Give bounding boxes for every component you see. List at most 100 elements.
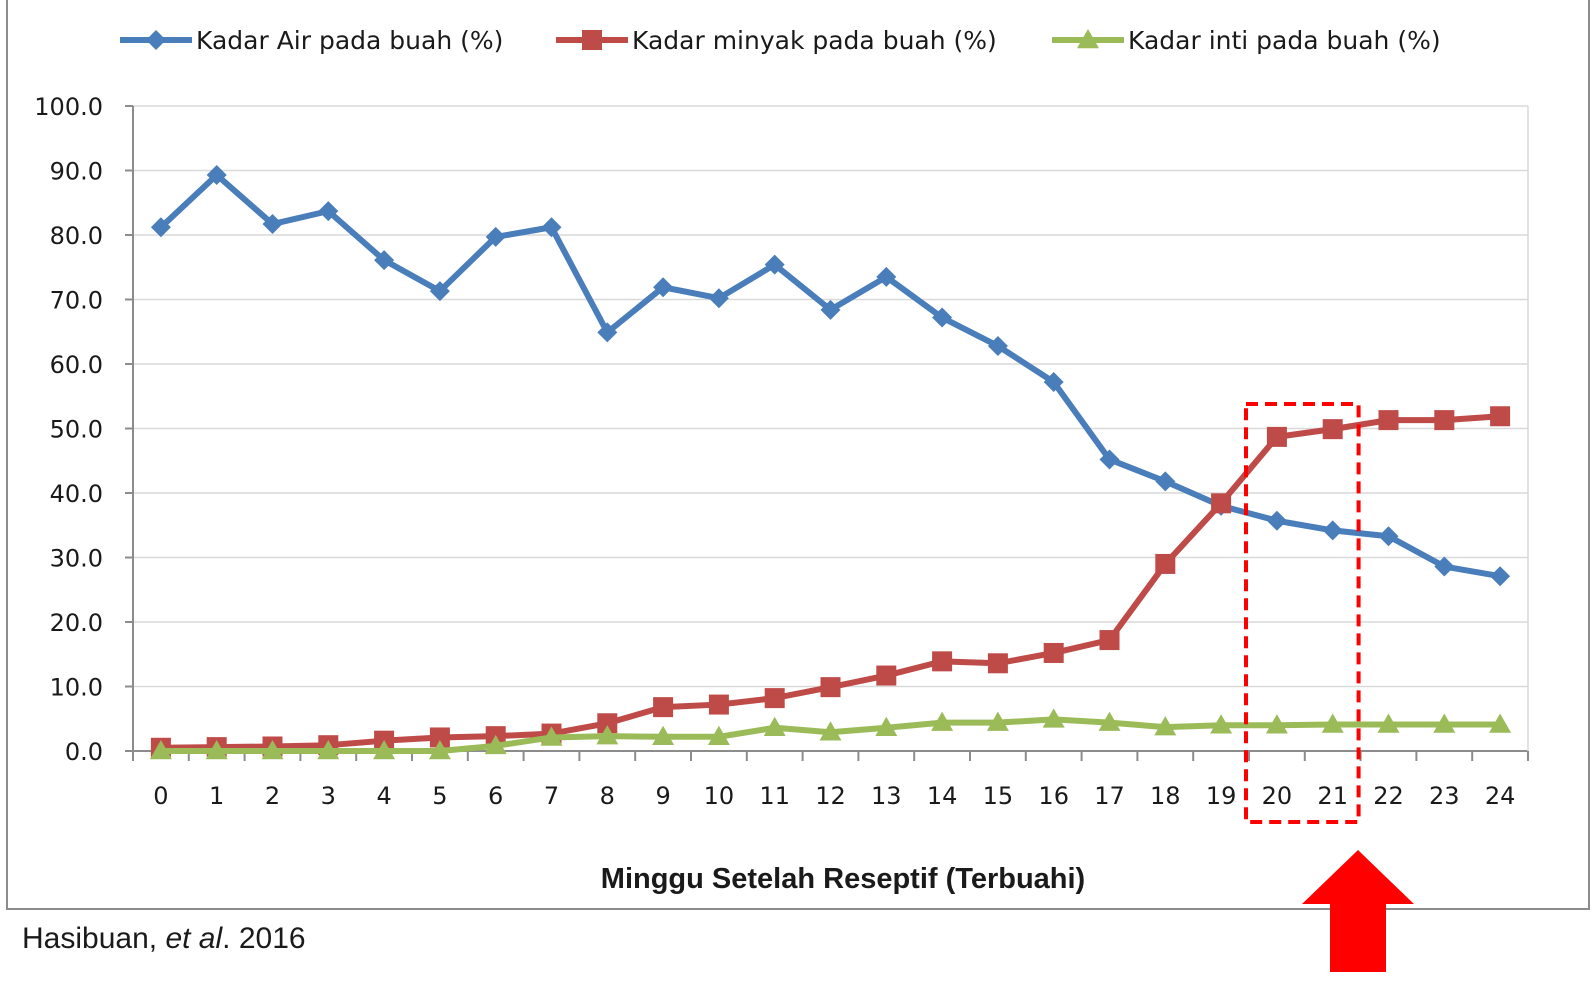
x-tick-label: 10	[704, 782, 735, 810]
data-point	[540, 726, 563, 746]
x-tick-label: 21	[1317, 782, 1348, 810]
data-point	[205, 740, 228, 760]
highlight-box	[1244, 402, 1361, 824]
data-point	[541, 217, 562, 238]
x-tick-label: 22	[1373, 782, 1404, 810]
data-point	[1154, 716, 1177, 736]
data-point	[986, 711, 1009, 731]
x-tick-label: 2	[265, 782, 280, 810]
legend-entry: Kadar minyak pada buah (%)	[556, 26, 997, 55]
data-point	[932, 651, 953, 672]
data-point	[1265, 714, 1288, 734]
data-point	[1378, 526, 1399, 547]
data-point	[932, 307, 953, 328]
data-point	[1099, 630, 1120, 651]
x-tick-label: 11	[759, 782, 790, 810]
data-point	[1321, 713, 1344, 733]
data-point	[1433, 713, 1456, 733]
x-tick-label: 0	[153, 782, 168, 810]
data-point	[206, 165, 227, 186]
series-diamond	[150, 165, 1511, 587]
data-point	[653, 277, 674, 298]
data-point	[820, 677, 841, 698]
axes: 0.0 10.0 20.0 30.0 40.0 50.0 60.0 70.0 80.0 90.0 1…	[34, 93, 1529, 810]
data-point	[429, 727, 450, 748]
data-point	[1155, 553, 1176, 574]
x-tick-label: 24	[1485, 782, 1516, 810]
legend-entry: Kadar Air pada buah (%)	[120, 26, 503, 55]
x-tick-label: 20	[1262, 782, 1293, 810]
data-point	[876, 665, 897, 686]
y-tick-label: 30.0	[50, 545, 103, 573]
data-point	[428, 740, 451, 760]
y-tick-label: 100.0	[34, 93, 103, 121]
data-point	[1155, 471, 1176, 492]
legend-label: Kadar inti pada buah (%)	[1128, 26, 1441, 55]
data-point	[1489, 713, 1512, 733]
data-point	[373, 740, 396, 760]
data-point	[1322, 520, 1343, 541]
data-point	[596, 725, 619, 745]
legend: Kadar Air pada buah (%) Kadar minyak pada…	[120, 26, 1441, 55]
y-tick-label: 80.0	[50, 222, 103, 250]
data-point	[1322, 419, 1343, 440]
legend-marker	[146, 30, 166, 50]
data-point	[597, 713, 618, 734]
data-point	[597, 322, 618, 343]
data-point	[1210, 714, 1233, 734]
data-point	[764, 254, 785, 275]
x-axis-title: Minggu Setelah Reseptif (Terbuahi)	[601, 863, 1085, 895]
data-point	[987, 335, 1008, 356]
data-point	[429, 281, 450, 302]
data-point	[374, 250, 395, 271]
gridlines	[133, 105, 1528, 688]
y-tick-label: 40.0	[50, 480, 103, 508]
data-point	[1211, 493, 1232, 514]
legend-label: Kadar minyak pada buah (%)	[632, 26, 997, 55]
x-tick-label: 8	[600, 782, 615, 810]
data-point	[820, 299, 841, 320]
data-series	[149, 165, 1512, 760]
y-tick-label: 90.0	[50, 158, 103, 186]
data-point	[764, 688, 785, 709]
data-point	[1434, 556, 1455, 577]
data-point	[1377, 713, 1400, 733]
x-tick-label: 19	[1206, 782, 1237, 810]
data-point	[707, 725, 730, 746]
x-tick-label: 5	[432, 782, 447, 810]
data-point	[1043, 642, 1064, 663]
legend-label: Kadar Air pada buah (%)	[196, 26, 503, 55]
data-point	[1490, 566, 1511, 587]
data-point	[1043, 372, 1064, 393]
data-point	[262, 214, 283, 235]
y-tick-label: 70.0	[50, 287, 103, 315]
x-tick-label: 6	[488, 782, 503, 810]
x-tick-label: 18	[1150, 782, 1181, 810]
data-point	[1490, 406, 1511, 427]
data-point	[1434, 410, 1455, 431]
x-tick-label: 15	[983, 782, 1014, 810]
legend-marker	[582, 30, 602, 50]
legend-entry: Kadar inti pada buah (%)	[1052, 26, 1441, 55]
x-tick-label: 3	[321, 782, 336, 810]
data-point	[1378, 410, 1399, 431]
x-tick-label: 4	[376, 782, 391, 810]
y-tick-label: 50.0	[50, 416, 103, 444]
arrow-icon	[1302, 850, 1414, 972]
x-tick-label: 7	[544, 782, 559, 810]
x-tick-label: 23	[1429, 782, 1460, 810]
data-point	[317, 740, 340, 760]
x-tick-label: 9	[655, 782, 670, 810]
legend-marker	[1077, 29, 1099, 49]
data-point	[1099, 449, 1120, 470]
data-point	[485, 226, 506, 247]
data-point	[150, 217, 171, 238]
citation-etal: et al	[165, 922, 223, 955]
series-line	[157, 413, 1504, 751]
x-tick-label: 1	[209, 782, 224, 810]
y-tick-label: 0.0	[65, 738, 103, 766]
series-square	[150, 406, 1511, 758]
data-point	[652, 725, 675, 746]
data-point	[1098, 711, 1121, 731]
